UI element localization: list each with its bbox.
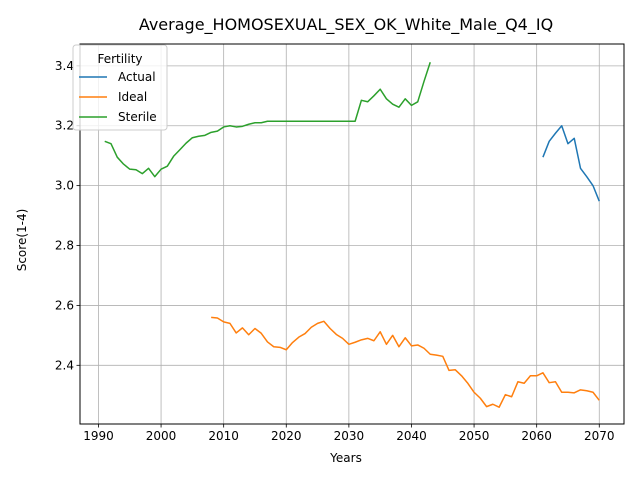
x-tick-label: 2030 bbox=[334, 429, 365, 443]
series-line-ideal bbox=[211, 316, 600, 408]
y-axis-ticks: 2.4 2.6 2.8 3.0 3.2 3.4 bbox=[55, 59, 80, 372]
series-line-actual bbox=[542, 125, 600, 202]
y-tick-label: 2.4 bbox=[55, 358, 74, 372]
legend-label-actual: Actual bbox=[118, 70, 156, 84]
x-axis-label: Years bbox=[329, 451, 362, 465]
y-axis-label: Score(1-4) bbox=[15, 209, 29, 272]
x-axis-ticks: 1990 2000 2010 2020 2030 2040 2050 2060 2070 bbox=[83, 424, 615, 443]
x-tick-label: 2000 bbox=[146, 429, 177, 443]
legend-label-sterile: Sterile bbox=[118, 110, 157, 124]
chart-title: Average_HOMOSEXUAL_SEX_OK_White_Male_Q4_… bbox=[139, 15, 553, 35]
x-tick-label: 2010 bbox=[208, 429, 239, 443]
legend-title: Fertility bbox=[97, 52, 142, 66]
x-tick-label: 2040 bbox=[396, 429, 427, 443]
series-line-sterile bbox=[104, 62, 431, 178]
legend: Fertility Actual Ideal Sterile bbox=[72, 44, 168, 131]
y-tick-label: 2.6 bbox=[55, 298, 74, 312]
legend-entries: Actual Ideal Sterile bbox=[79, 70, 157, 124]
y-tick-label: 3.2 bbox=[55, 119, 74, 133]
x-tick-label: 1990 bbox=[83, 429, 114, 443]
y-tick-label: 3.4 bbox=[55, 59, 74, 73]
legend-label-ideal: Ideal bbox=[118, 90, 147, 104]
y-tick-label: 3.0 bbox=[55, 179, 74, 193]
series-lines bbox=[104, 62, 600, 408]
legend-box bbox=[72, 44, 168, 131]
grid bbox=[80, 44, 624, 424]
x-tick-label: 2060 bbox=[521, 429, 552, 443]
plot-area-frame bbox=[79, 43, 625, 425]
y-tick-label: 2.8 bbox=[55, 239, 74, 253]
x-tick-label: 2020 bbox=[271, 429, 302, 443]
x-tick-label: 2050 bbox=[459, 429, 490, 443]
x-tick-label: 2070 bbox=[584, 429, 615, 443]
